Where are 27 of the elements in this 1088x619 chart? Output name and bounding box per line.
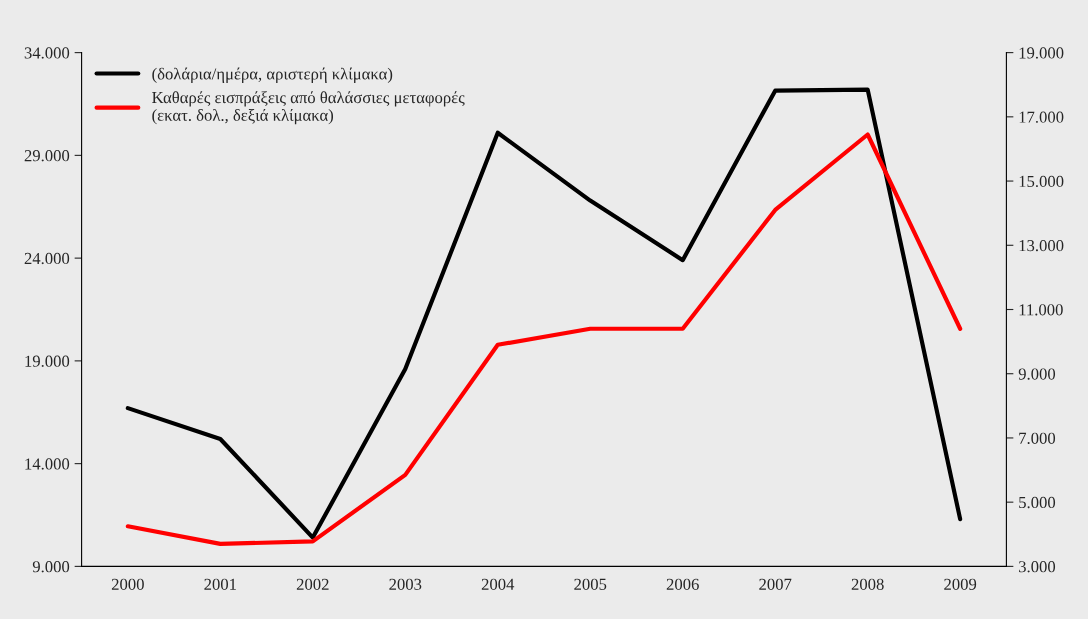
y2-tick-label: 9.000	[1018, 368, 1056, 380]
y2-tick-label: 17.000	[1019, 111, 1064, 123]
x-tick-label: 2007	[759, 578, 792, 590]
x-tick-label: 2006	[666, 578, 699, 590]
x-tick-label: 2005	[574, 578, 607, 590]
y2-tick-label: 15.000	[1019, 175, 1064, 188]
y2-tick-label: 3.000	[1019, 561, 1056, 573]
y-tick-label: 24.000	[24, 252, 70, 265]
legend-label: (δολάρια/ημέρα, αριστερή κλίμακα)	[152, 67, 393, 83]
x-tick-label: 2002	[296, 578, 329, 590]
x-tick-label: 2004	[481, 578, 515, 590]
y-tick-label: 34.000	[24, 47, 70, 59]
y-tick-label: 29.000	[24, 150, 70, 162]
y2-tick-label: 5.000	[1019, 496, 1056, 509]
x-tick-label: 2001	[204, 578, 236, 590]
y2-tick-label: 11.000	[1019, 304, 1063, 316]
x-tick-label: 2008	[851, 578, 884, 590]
legend-label: Καθαρές εισπράξεις από θαλάσσιες μεταφορές (εκατ. δολ., δεξιά κλίμακα)	[152, 91, 465, 125]
x-tick-label: 2009	[944, 578, 977, 590]
y-tick-label: 9.000	[32, 561, 70, 573]
y-tick-label: 19.000	[25, 355, 70, 367]
y2-tick-label: 7.000	[1019, 432, 1056, 444]
y2-tick-label: 19.000	[1019, 47, 1064, 59]
y-tick-label: 14.000	[25, 458, 70, 470]
y2-tick-label: 13.000	[1019, 239, 1064, 252]
x-tick-label: 2000	[111, 578, 144, 590]
x-tick-label: 2003	[389, 578, 422, 590]
